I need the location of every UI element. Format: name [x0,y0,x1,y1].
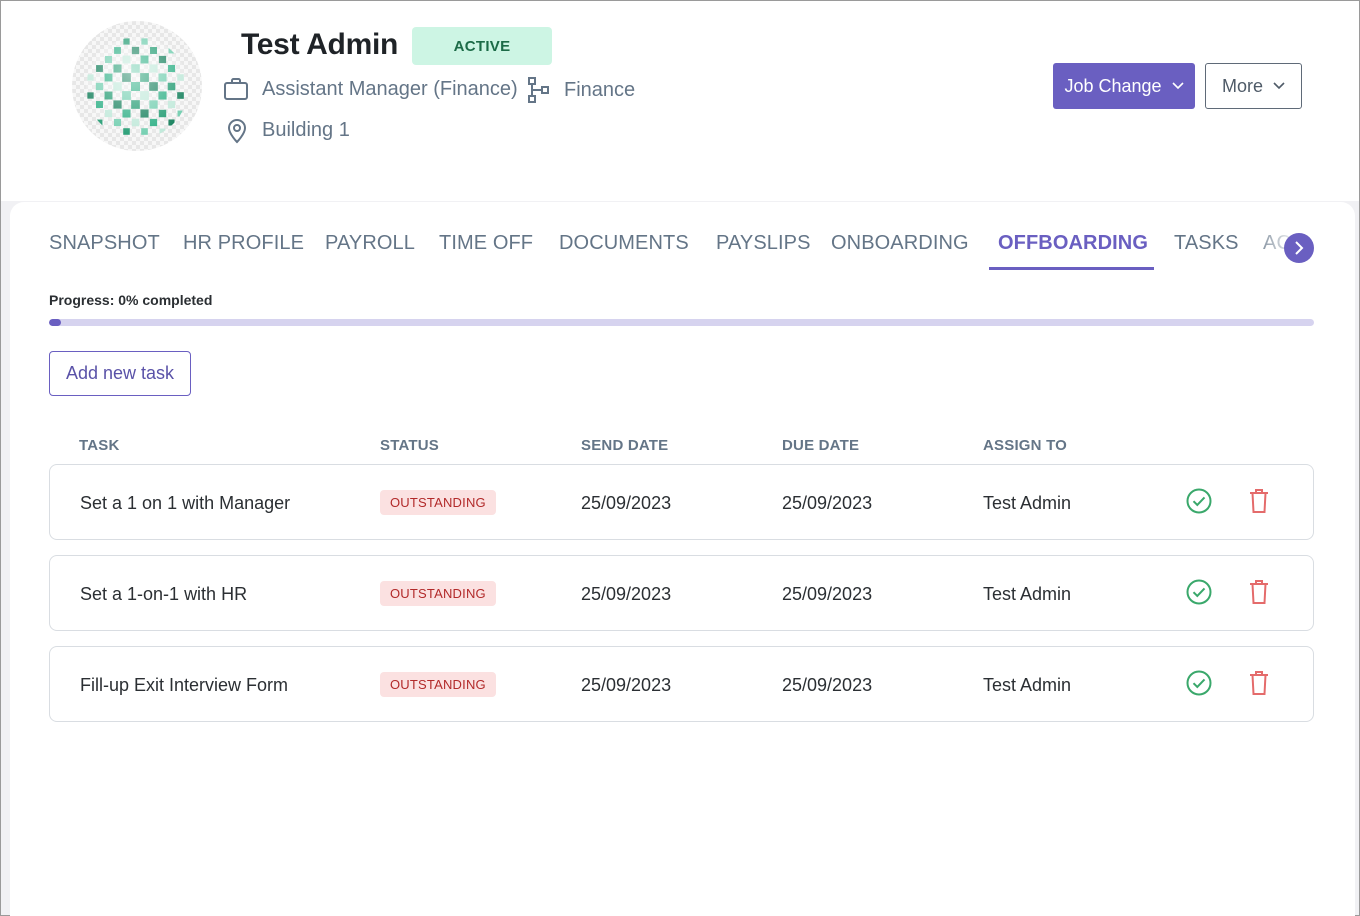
org-chart-icon [527,76,551,104]
task-name: Set a 1-on-1 with HR [80,584,248,604]
due-date: 25/09/2023 [782,584,873,604]
tab-time-off[interactable]: TIME OFF [439,232,534,254]
task-status-badge: OUTSTANDING [380,672,496,697]
job-change-label: Job Change [1064,75,1162,96]
department-info: Finance [527,76,635,104]
more-button[interactable]: More [1205,63,1302,109]
employee-name: Test Admin [241,28,399,61]
position-label: Assistant Manager (Finance) [262,77,518,100]
department-label: Finance [564,78,636,101]
offboarding-panel: SNAPSHOT HR PROFILE PAYROLL TIME OFF DOC… [10,202,1355,916]
column-header-assign-to: ASSIGN TO [983,437,1068,454]
trash-icon [1250,580,1268,604]
trash-icon [1250,489,1268,513]
trash-icon [1250,671,1268,695]
table-header: TASK STATUS SEND DATE DUE DATE ASSIGN TO [49,437,1314,457]
tab-offboarding[interactable]: OFFBOARDING [998,232,1148,254]
tab-scroll-next-button[interactable] [1284,233,1314,263]
send-date: 25/09/2023 [581,493,672,513]
task-name: Fill-up Exit Interview Form [80,675,289,695]
table-row: Set a 1-on-1 with HR OUTSTANDING 25/09/2… [49,555,1314,631]
chevron-down-icon [1273,82,1285,90]
column-header-due-date: DUE DATE [782,437,860,454]
task-name: Set a 1 on 1 with Manager [80,493,291,513]
check-circle-icon [1186,670,1212,696]
mark-complete-button[interactable] [1185,669,1213,697]
tab-snapshot[interactable]: SNAPSHOT [49,232,160,254]
progress-label: Progress: 0% completed [49,292,213,308]
column-header-send-date: SEND DATE [581,437,669,454]
add-new-task-button[interactable]: Add new task [49,351,191,396]
avatar[interactable] [72,21,202,151]
tab-onboarding[interactable]: ONBOARDING [831,232,969,254]
location-info: Building 1 [225,116,350,144]
status-badge: ACTIVE [412,27,552,65]
chevron-right-icon [1295,241,1304,255]
tab-payslips[interactable]: PAYSLIPS [716,232,811,254]
more-label: More [1221,75,1263,96]
progress-bar-fill [49,319,61,326]
job-change-button[interactable]: Job Change [1053,63,1195,109]
column-header-status: STATUS [380,437,439,454]
briefcase-icon [223,76,249,102]
tab-payroll[interactable]: PAYROLL [325,232,415,254]
location-label: Building 1 [262,118,350,141]
map-pin-icon [225,116,249,144]
send-date: 25/09/2023 [581,584,672,604]
mark-complete-button[interactable] [1185,578,1213,606]
due-date: 25/09/2023 [782,675,873,695]
task-status-badge: OUTSTANDING [380,581,496,606]
mark-complete-button[interactable] [1185,487,1213,515]
delete-task-button[interactable] [1248,578,1270,606]
due-date: 25/09/2023 [782,493,873,513]
task-status-badge: OUTSTANDING [380,490,496,515]
column-header-task: TASK [79,437,120,454]
progress-bar [49,319,1314,326]
delete-task-button[interactable] [1248,669,1270,697]
check-circle-icon [1186,579,1212,605]
position-info: Assistant Manager (Finance) [223,76,518,102]
table-row: Set a 1 on 1 with Manager OUTSTANDING 25… [49,464,1314,540]
delete-task-button[interactable] [1248,487,1270,515]
tab-tasks[interactable]: TASKS [1174,232,1239,254]
send-date: 25/09/2023 [581,675,672,695]
tab-documents[interactable]: DOCUMENTS [559,232,689,254]
check-circle-icon [1186,488,1212,514]
table-row: Fill-up Exit Interview Form OUTSTANDING … [49,646,1314,722]
assignee: Test Admin [983,584,1072,604]
assignee: Test Admin [983,675,1072,695]
profile-header: Test Admin ACTIVE Assistant Manager (Fin… [1,1,1359,201]
assignee: Test Admin [983,493,1072,513]
active-tab-indicator [989,267,1154,270]
tab-hr-profile[interactable]: HR PROFILE [183,232,305,254]
tab-bar: SNAPSHOT HR PROFILE PAYROLL TIME OFF DOC… [10,202,1355,272]
globe-logo-icon [86,37,188,139]
chevron-down-icon [1171,82,1184,90]
